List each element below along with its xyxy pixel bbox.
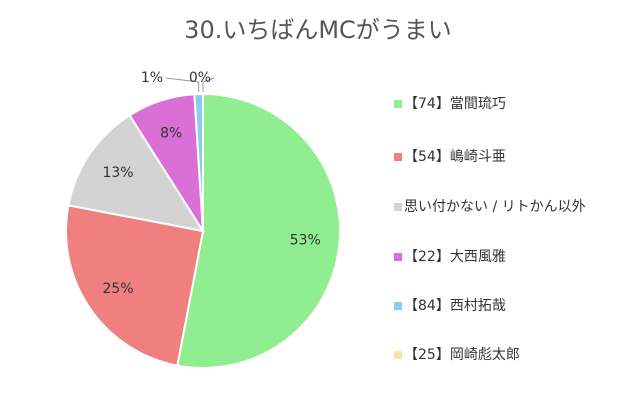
data-label: 25% <box>102 281 133 297</box>
leader-line <box>202 77 215 92</box>
legend-label: 【74】當間琉巧 <box>404 96 506 112</box>
legend-marker <box>394 153 402 161</box>
legend-marker <box>394 100 402 108</box>
legend-marker <box>394 351 402 359</box>
data-label: 53% <box>290 233 321 249</box>
data-label: 13% <box>102 165 133 181</box>
data-label: 0% <box>189 70 211 86</box>
legend-marker <box>394 253 402 261</box>
data-label: 1% <box>141 70 163 86</box>
legend-label: 【54】嶋崎斗亜 <box>404 149 506 165</box>
legend-label: 【22】大西風雅 <box>404 249 506 265</box>
legend-label: 【84】西村拓哉 <box>404 298 506 314</box>
data-label: 8% <box>160 125 182 141</box>
legend-marker <box>394 203 402 211</box>
chart-title: 30.いちばんMCがうまい <box>184 16 452 44</box>
pie-slice <box>67 113 206 233</box>
pie-slice <box>176 92 341 369</box>
legend-label: 思い付かない / リトかん以外 <box>404 199 586 215</box>
pie-slice <box>65 204 205 367</box>
leader-line <box>165 77 200 93</box>
legend-label: 【25】岡崎彪太郎 <box>404 347 520 363</box>
legend-marker <box>394 302 402 310</box>
